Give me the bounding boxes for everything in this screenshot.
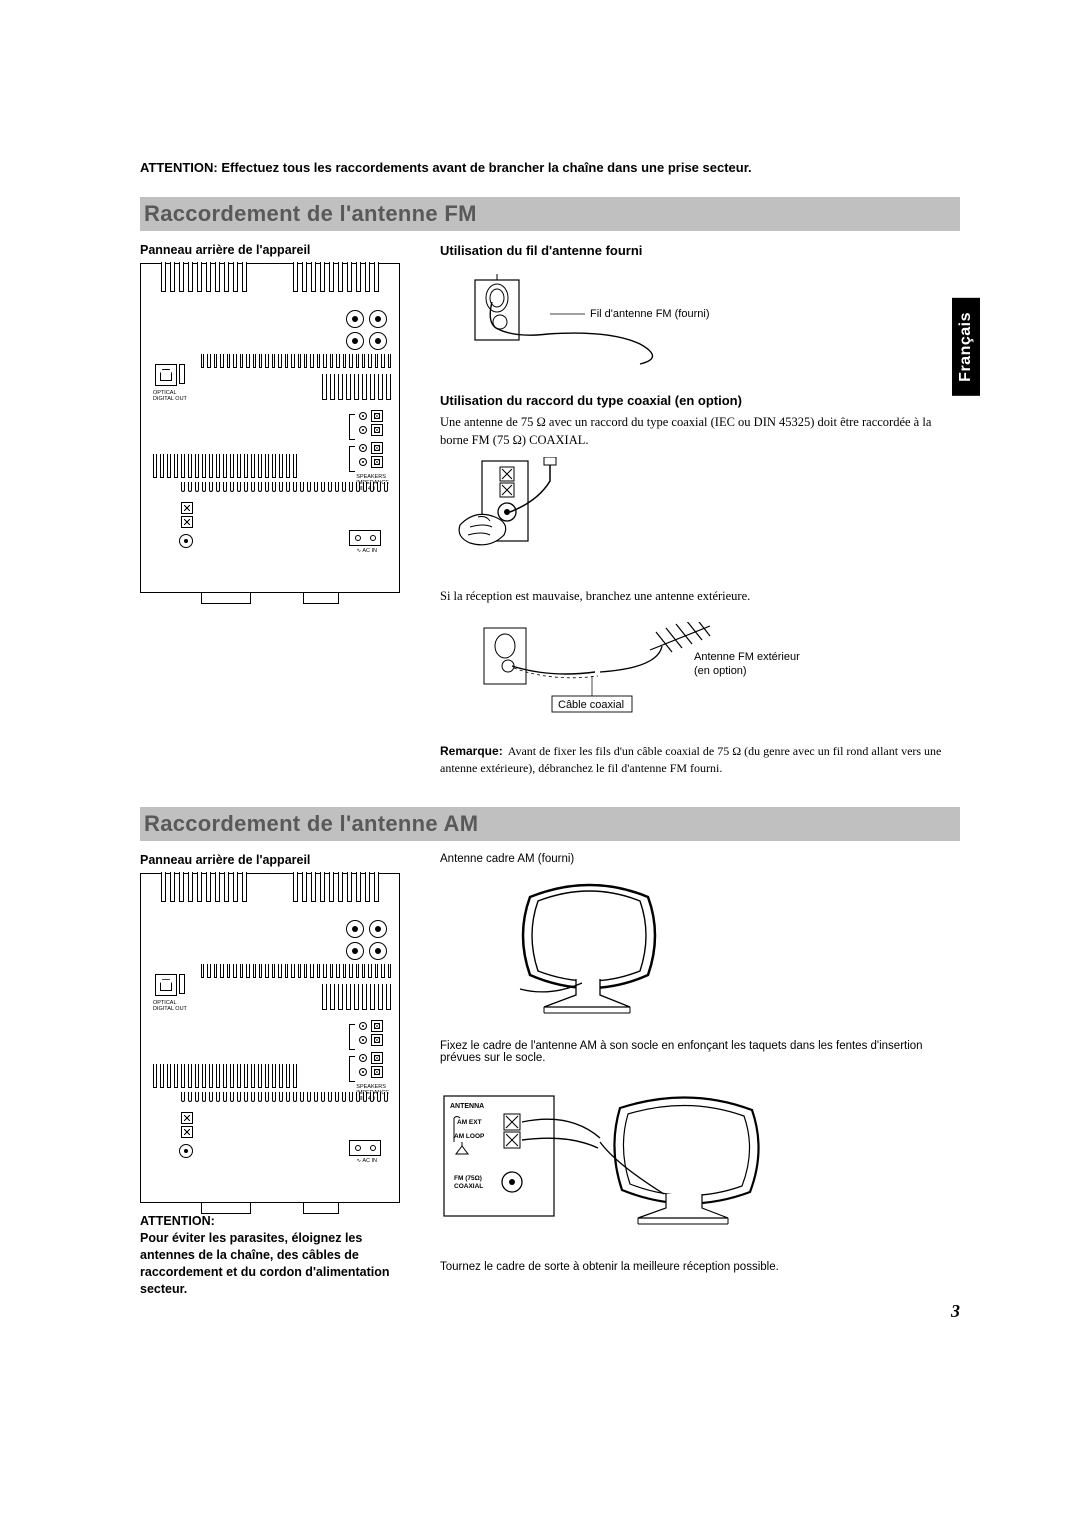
svg-text:AM LOOP: AM LOOP [454, 1133, 485, 1140]
optical-label-2: OPTICAL DIGITAL OUT [153, 1000, 187, 1012]
section-heading-am: Raccordement de l'antenne AM [140, 807, 960, 841]
am-loop-illustration [490, 879, 690, 1019]
fm-sub2-text: Une antenne de 75 Ω avec un raccord du t… [440, 414, 960, 449]
attention-text: Pour éviter les parasites, éloignez les … [140, 1230, 400, 1298]
section-heading-fm-text: Raccordement de l'antenne FM [144, 201, 952, 227]
fm-sub2-heading: Utilisation du raccord du type coaxial (… [440, 393, 960, 408]
rear-panel-diagram-fm: OPTICAL DIGITAL OUT SPEAKERS IMPEDANCE M… [140, 263, 400, 593]
page-number: 3 [951, 1301, 960, 1322]
fm-remarque: Remarque: Avant de fixer les fils d'un c… [440, 743, 960, 778]
top-warning: ATTENTION: Effectuez tous les raccordeme… [140, 160, 960, 175]
attention-block: ATTENTION: Pour éviter les parasites, él… [140, 1213, 400, 1297]
section-heading-am-text: Raccordement de l'antenne AM [144, 811, 952, 837]
attention-heading: ATTENTION: [140, 1213, 400, 1230]
am-text1: Fixez le cadre de l'antenne AM à son soc… [440, 1040, 960, 1064]
am-text2: Tournez le cadre de sorte à obtenir la m… [440, 1261, 960, 1273]
svg-text:FM (75Ω): FM (75Ω) [454, 1175, 482, 1182]
section-heading-fm: Raccordement de l'antenne FM [140, 197, 960, 231]
svg-text:COAXIAL: COAXIAL [454, 1183, 483, 1190]
ac-label-2: ∿ AC IN [356, 1158, 377, 1164]
am-antenna-label: Antenne cadre AM (fourni) [440, 853, 960, 865]
rear-panel-label-fm: Panneau arrière de l'appareil [140, 243, 400, 257]
term-antenna: ANTENNA [450, 1103, 484, 1110]
fm-sub2-text2: Si la réception est mauvaise, branchez u… [440, 588, 960, 606]
svg-text:(en option): (en option) [694, 665, 747, 677]
am-connection-illustration: ANTENNA AM EXT AM LOOP FM (75Ω) COAXIAL [440, 1090, 780, 1240]
ac-label: ∿ AC IN [356, 548, 377, 554]
fm-exterior-illustration: Antenne FM extérieure (en option) Câble … [440, 622, 800, 722]
fm-sub1-heading: Utilisation du fil d'antenne fourni [440, 243, 960, 258]
fm-coax-illustration [440, 457, 640, 567]
svg-text:Antenne FM extérieure: Antenne FM extérieure [694, 651, 800, 663]
rear-panel-label-am: Panneau arrière de l'appareil [140, 853, 400, 867]
svg-text:AM EXT: AM EXT [457, 1119, 482, 1126]
rear-panel-diagram-am: OPTICAL DIGITAL OUT SPEAKERS IMPEDANCE M… [140, 873, 400, 1203]
fm-wire-illustration: Fil d'antenne FM (fourni) [440, 272, 730, 372]
optical-label: OPTICAL DIGITAL OUT [153, 390, 187, 402]
fm-wire-callout: Fil d'antenne FM (fourni) [590, 308, 709, 320]
manual-page: ATTENTION: Effectuez tous les raccordeme… [0, 0, 1080, 1358]
coax-cable-label: Câble coaxial [558, 699, 624, 711]
